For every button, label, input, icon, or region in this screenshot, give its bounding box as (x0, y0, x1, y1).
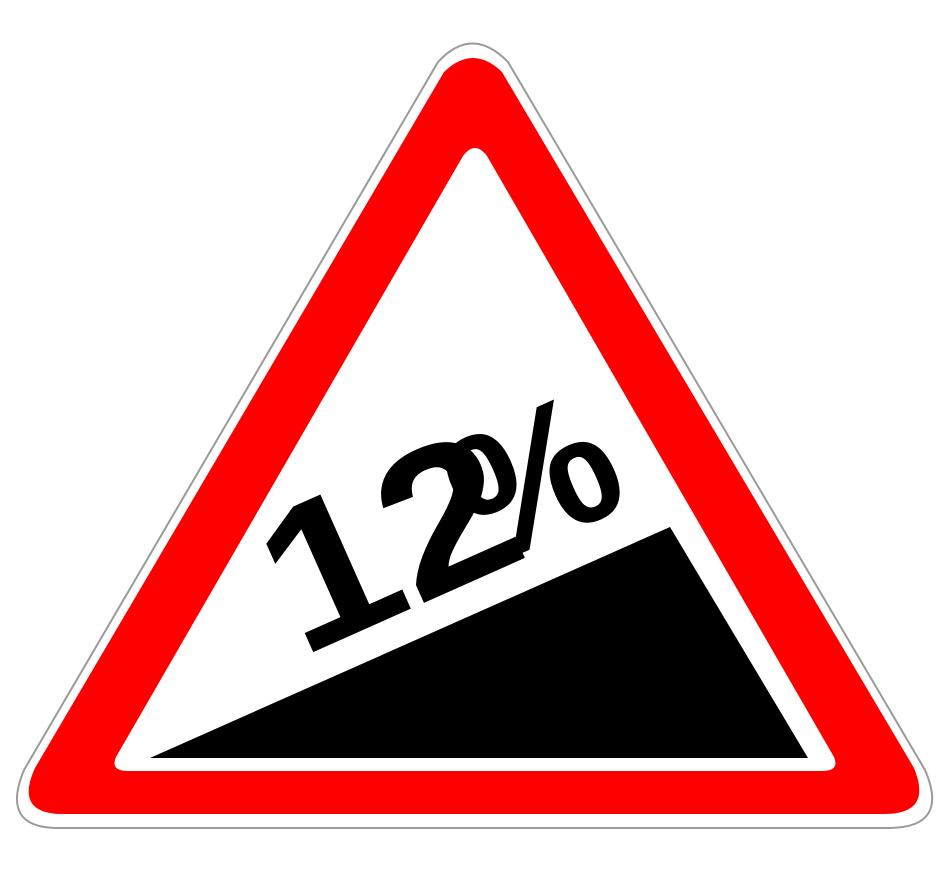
slope-icon (150, 527, 808, 758)
